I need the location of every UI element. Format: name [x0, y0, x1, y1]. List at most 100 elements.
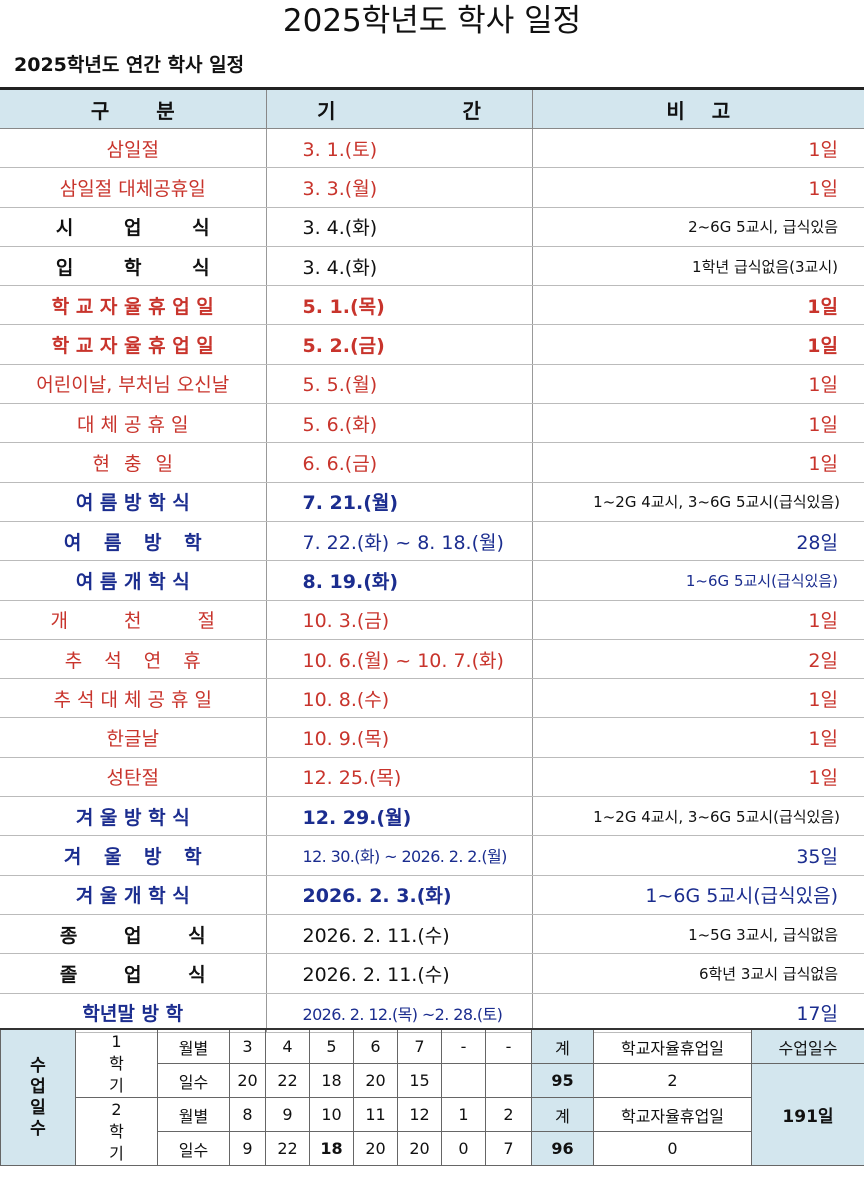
schedule-header-row: 구 분 기 간 비 고 — [0, 87, 864, 129]
event-period: 12. 29.(월) — [265, 796, 532, 837]
event-period: 6. 6.(금) — [265, 442, 532, 483]
sem2-days: 0 — [441, 1131, 486, 1166]
event-period: 12. 30.(화) ~ 2026. 2. 2.(월) — [265, 835, 532, 876]
event-name: 개 천 절 — [0, 600, 266, 640]
sem2-month-label: 월별 — [157, 1097, 230, 1132]
school-days-table: 수업일수 1 학기 월별 3 4 5 6 7 - - 계 학교자율휴업일 수업일… — [0, 1028, 864, 1166]
event-note: 1일 — [531, 678, 864, 719]
sem2-total: 96 — [531, 1131, 594, 1166]
sem1-month: 7 — [397, 1028, 442, 1064]
school-days-label: 수업일수 — [0, 1028, 76, 1166]
event-period: 3. 4.(화) — [265, 246, 532, 287]
event-note: 1일 — [531, 128, 864, 169]
event-name: 겨 울 개 학 식 — [0, 875, 266, 915]
sem1-total-label: 계 — [531, 1028, 594, 1064]
event-note: 1~5G 3교시, 급식없음 — [531, 914, 864, 955]
table-row: 종 업 식 2026. 2. 11.(수) 1~5G 3교시, 급식없음 — [0, 914, 864, 955]
event-period: 5. 1.(목) — [265, 285, 532, 326]
sem2-days: 20 — [397, 1131, 442, 1166]
event-period: 2026. 2. 11.(수) — [265, 953, 532, 994]
event-note: 1~6G 5교시(급식있음) — [531, 560, 864, 601]
event-note: 1일 — [531, 324, 864, 365]
sem1-days: 15 — [397, 1063, 442, 1098]
sem2-month: 8 — [229, 1097, 266, 1132]
sem2-month: 1 — [441, 1097, 486, 1132]
event-note: 1일 — [531, 285, 864, 326]
event-note: 28일 — [531, 521, 864, 562]
sem1-days: 18 — [309, 1063, 354, 1098]
event-name: 겨 울 방 학 식 — [0, 796, 266, 837]
event-note: 1학년 급식없음(3교시) — [531, 246, 864, 287]
event-note: 1일 — [531, 600, 864, 640]
table-row: 현 충 일 6. 6.(금) 1일 — [0, 442, 864, 483]
table-row: 겨 울 방 학 식 12. 29.(월) 1~2G 4교시, 3~6G 5교시(… — [0, 796, 864, 837]
sem2-month: 10 — [309, 1097, 354, 1132]
event-period: 10. 9.(목) — [265, 717, 532, 758]
table-row: 성탄절 12. 25.(목) 1일 — [0, 757, 864, 798]
event-name: 어린이날, 부처님 오신날 — [0, 364, 266, 405]
sem1-days-row: 일수 20 22 18 20 15 95 2 191일 — [1, 1063, 864, 1166]
event-note: 1일 — [531, 717, 864, 758]
event-note: 1일 — [531, 442, 864, 483]
sem2-days-label: 일수 — [157, 1131, 230, 1166]
table-row: 졸 업 식 2026. 2. 11.(수) 6학년 3교시 급식없음 — [0, 953, 864, 994]
sem2-closure: 0 — [593, 1131, 752, 1166]
table-row: 시 업 식 3. 4.(화) 2~6G 5교시, 급식있음 — [0, 207, 864, 247]
event-name: 졸 업 식 — [0, 953, 266, 994]
sem2-month: 11 — [353, 1097, 398, 1132]
table-row: 삼일절 3. 1.(토) 1일 — [0, 128, 864, 169]
event-name: 성탄절 — [0, 757, 266, 798]
table-row: 겨 울 방 학 12. 30.(화) ~ 2026. 2. 2.(월) 35일 — [0, 835, 864, 876]
table-row: 추 석 연 휴 10. 6.(월) ~ 10. 7.(화) 2일 — [0, 639, 864, 680]
event-note: 35일 — [531, 835, 864, 876]
table-row: 여 름 개 학 식 8. 19.(화) 1~6G 5교시(급식있음) — [0, 560, 864, 601]
event-name: 학 교 자 율 휴 업 일 — [0, 285, 266, 326]
sem2-month: 9 — [265, 1097, 310, 1132]
event-period: 2026. 2. 12.(목) ~2. 28.(토) — [265, 993, 532, 1033]
sem1-days-label: 일수 — [157, 1063, 230, 1098]
sem1-month-row: 수업일수 1 학기 월별 3 4 5 6 7 - - 계 학교자율휴업일 수업일… — [0, 1028, 864, 1166]
event-period: 10. 6.(월) ~ 10. 7.(화) — [265, 639, 532, 680]
event-period: 3. 4.(화) — [265, 207, 532, 247]
event-note: 2일 — [531, 639, 864, 680]
table-row: 삼일절 대체공휴일 3. 3.(월) 1일 — [0, 167, 864, 208]
table-row: 학 교 자 율 휴 업 일 5. 1.(목) 1일 — [0, 285, 864, 326]
sem2-days-row: 일수 9 22 18 20 20 0 7 96 0 — [1, 1131, 864, 1166]
event-period: 5. 2.(금) — [265, 324, 532, 365]
event-period: 2026. 2. 11.(수) — [265, 914, 532, 955]
event-period: 8. 19.(화) — [265, 560, 532, 601]
sem2-days: 18 — [309, 1131, 354, 1166]
table-row: 여 름 방 학 7. 22.(화) ~ 8. 18.(월) 28일 — [0, 521, 864, 562]
event-name: 여 름 방 학 — [0, 521, 266, 562]
event-period: 3. 1.(토) — [265, 128, 532, 169]
header-category: 구 분 — [0, 87, 266, 129]
event-period: 7. 22.(화) ~ 8. 18.(월) — [265, 521, 532, 562]
event-name: 학 교 자 율 휴 업 일 — [0, 324, 266, 365]
sem1-month: - — [441, 1028, 486, 1064]
event-note: 1일 — [531, 364, 864, 405]
table-row: 추 석 대 체 공 휴 일 10. 8.(수) 1일 — [0, 678, 864, 719]
header-note: 비 고 — [531, 87, 864, 129]
event-period: 5. 5.(월) — [265, 364, 532, 405]
event-name: 학년말 방 학 — [0, 993, 266, 1033]
event-name: 입 학 식 — [0, 246, 266, 287]
event-period: 3. 3.(월) — [265, 167, 532, 208]
event-note: 1~2G 4교시, 3~6G 5교시(급식있음) — [531, 796, 864, 837]
sem2-days: 20 — [353, 1131, 398, 1166]
table-row: 여 름 방 학 식 7. 21.(월) 1~2G 4교시, 3~6G 5교시(급… — [0, 482, 864, 522]
sem1-days: 20 — [353, 1063, 398, 1098]
event-name: 삼일절 대체공휴일 — [0, 167, 266, 208]
sem1-total: 95 — [531, 1063, 594, 1098]
event-name: 시 업 식 — [0, 207, 266, 247]
school-days-header: 수업일수 — [751, 1028, 864, 1064]
table-row: 어린이날, 부처님 오신날 5. 5.(월) 1일 — [0, 364, 864, 405]
sem1-month: 4 — [265, 1028, 310, 1064]
school-days-label-text: 수업일수 — [30, 1055, 46, 1139]
header-period: 기 간 — [265, 87, 532, 129]
section-subtitle: 2025학년도 연간 학사 일정 — [14, 54, 245, 76]
event-name: 추 석 연 휴 — [0, 639, 266, 680]
sem2-total-label: 계 — [531, 1097, 594, 1132]
sem1-days — [441, 1063, 486, 1098]
sem2-days: 7 — [485, 1131, 532, 1166]
sem2-month: 12 — [397, 1097, 442, 1132]
